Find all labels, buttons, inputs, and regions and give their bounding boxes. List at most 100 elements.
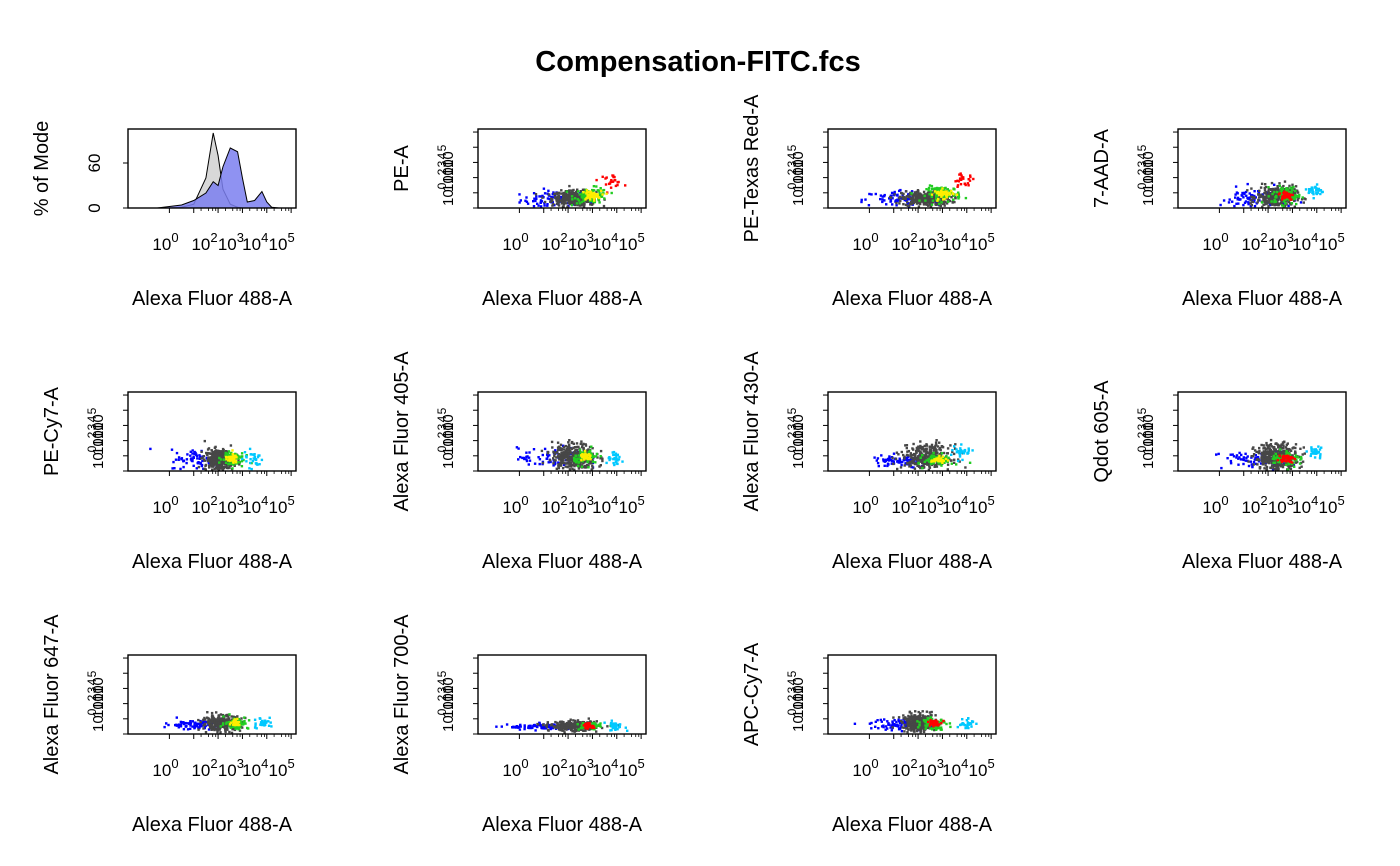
data-point	[591, 467, 594, 470]
data-point	[562, 463, 566, 467]
data-point	[238, 723, 241, 727]
data-point	[560, 195, 563, 199]
data-point	[1295, 194, 1298, 198]
data-point	[1260, 443, 1263, 447]
data-point	[955, 451, 959, 454]
data-point	[572, 456, 576, 460]
data-point	[203, 720, 207, 724]
data-point	[552, 203, 555, 206]
data-point	[578, 204, 582, 207]
data-point	[1285, 191, 1288, 195]
data-point	[523, 724, 526, 727]
data-point	[903, 458, 906, 462]
data-point	[891, 203, 894, 206]
data-point	[1250, 195, 1253, 198]
data-point	[891, 456, 894, 460]
data-point	[218, 461, 221, 464]
data-point	[205, 456, 208, 459]
data-point	[905, 444, 909, 447]
data-point	[910, 190, 914, 193]
data-point	[267, 724, 271, 727]
data-point	[1294, 196, 1298, 199]
data-point	[1251, 200, 1255, 204]
data-point	[1270, 460, 1273, 463]
data-point	[1252, 453, 1256, 456]
data-point	[248, 467, 251, 470]
data-point	[945, 196, 948, 199]
data-point	[961, 458, 964, 462]
data-point	[565, 448, 569, 451]
data-point	[1284, 202, 1287, 205]
data-point	[593, 200, 596, 204]
data-point	[562, 201, 565, 204]
data-point	[932, 195, 936, 198]
data-point	[254, 722, 257, 725]
data-point	[896, 467, 899, 471]
data-point	[556, 193, 559, 196]
data-point	[909, 452, 912, 455]
data-point	[578, 457, 582, 461]
plot-frame	[477, 128, 647, 209]
data-point	[938, 441, 941, 444]
data-point	[236, 461, 239, 464]
data-point	[1319, 453, 1322, 456]
data-point	[585, 197, 588, 200]
data-point	[210, 725, 214, 728]
data-point	[1315, 192, 1319, 195]
data-point	[918, 194, 922, 197]
data-point	[960, 443, 963, 446]
data-point	[597, 198, 601, 201]
data-point	[923, 448, 927, 451]
data-point	[944, 457, 948, 461]
data-point	[568, 193, 571, 196]
data-point	[913, 191, 917, 194]
data-point	[246, 726, 249, 730]
data-point	[233, 718, 236, 721]
data-point	[1258, 189, 1261, 192]
data-point	[567, 443, 571, 447]
data-point	[948, 191, 951, 195]
data-point	[1284, 198, 1287, 201]
data-point	[214, 724, 218, 727]
data-point	[925, 448, 928, 452]
data-point	[1290, 456, 1293, 459]
data-point	[1285, 194, 1289, 197]
data-point	[177, 458, 180, 461]
plot-frame	[127, 391, 297, 472]
data-point	[1293, 465, 1296, 468]
data-point	[905, 199, 908, 202]
data-point	[1281, 460, 1284, 463]
data-point	[879, 194, 883, 197]
data-point	[927, 452, 930, 455]
data-point	[1264, 454, 1267, 457]
data-point	[917, 198, 920, 201]
plot-frame	[827, 391, 997, 472]
data-point	[556, 446, 560, 449]
data-point	[197, 461, 200, 464]
data-point	[546, 204, 549, 207]
data-point	[1242, 456, 1245, 459]
data-point	[200, 463, 204, 467]
data-point	[921, 454, 924, 457]
data-point	[192, 464, 195, 467]
data-point	[578, 202, 582, 205]
data-point	[1256, 201, 1259, 204]
data-point	[1273, 198, 1276, 202]
data-point	[227, 450, 231, 453]
data-point	[232, 455, 235, 458]
data-point	[924, 453, 928, 457]
data-point	[1240, 453, 1243, 457]
population-points	[930, 187, 959, 202]
data-point	[930, 197, 933, 201]
data-point	[967, 184, 970, 187]
data-point	[523, 727, 526, 731]
data-point	[1301, 460, 1305, 463]
data-point	[221, 713, 224, 717]
data-point	[932, 187, 935, 190]
data-point	[906, 462, 909, 465]
data-point	[189, 450, 192, 453]
data-point	[532, 448, 536, 451]
data-point	[910, 465, 913, 469]
data-point	[1289, 449, 1293, 452]
data-point	[555, 467, 558, 470]
